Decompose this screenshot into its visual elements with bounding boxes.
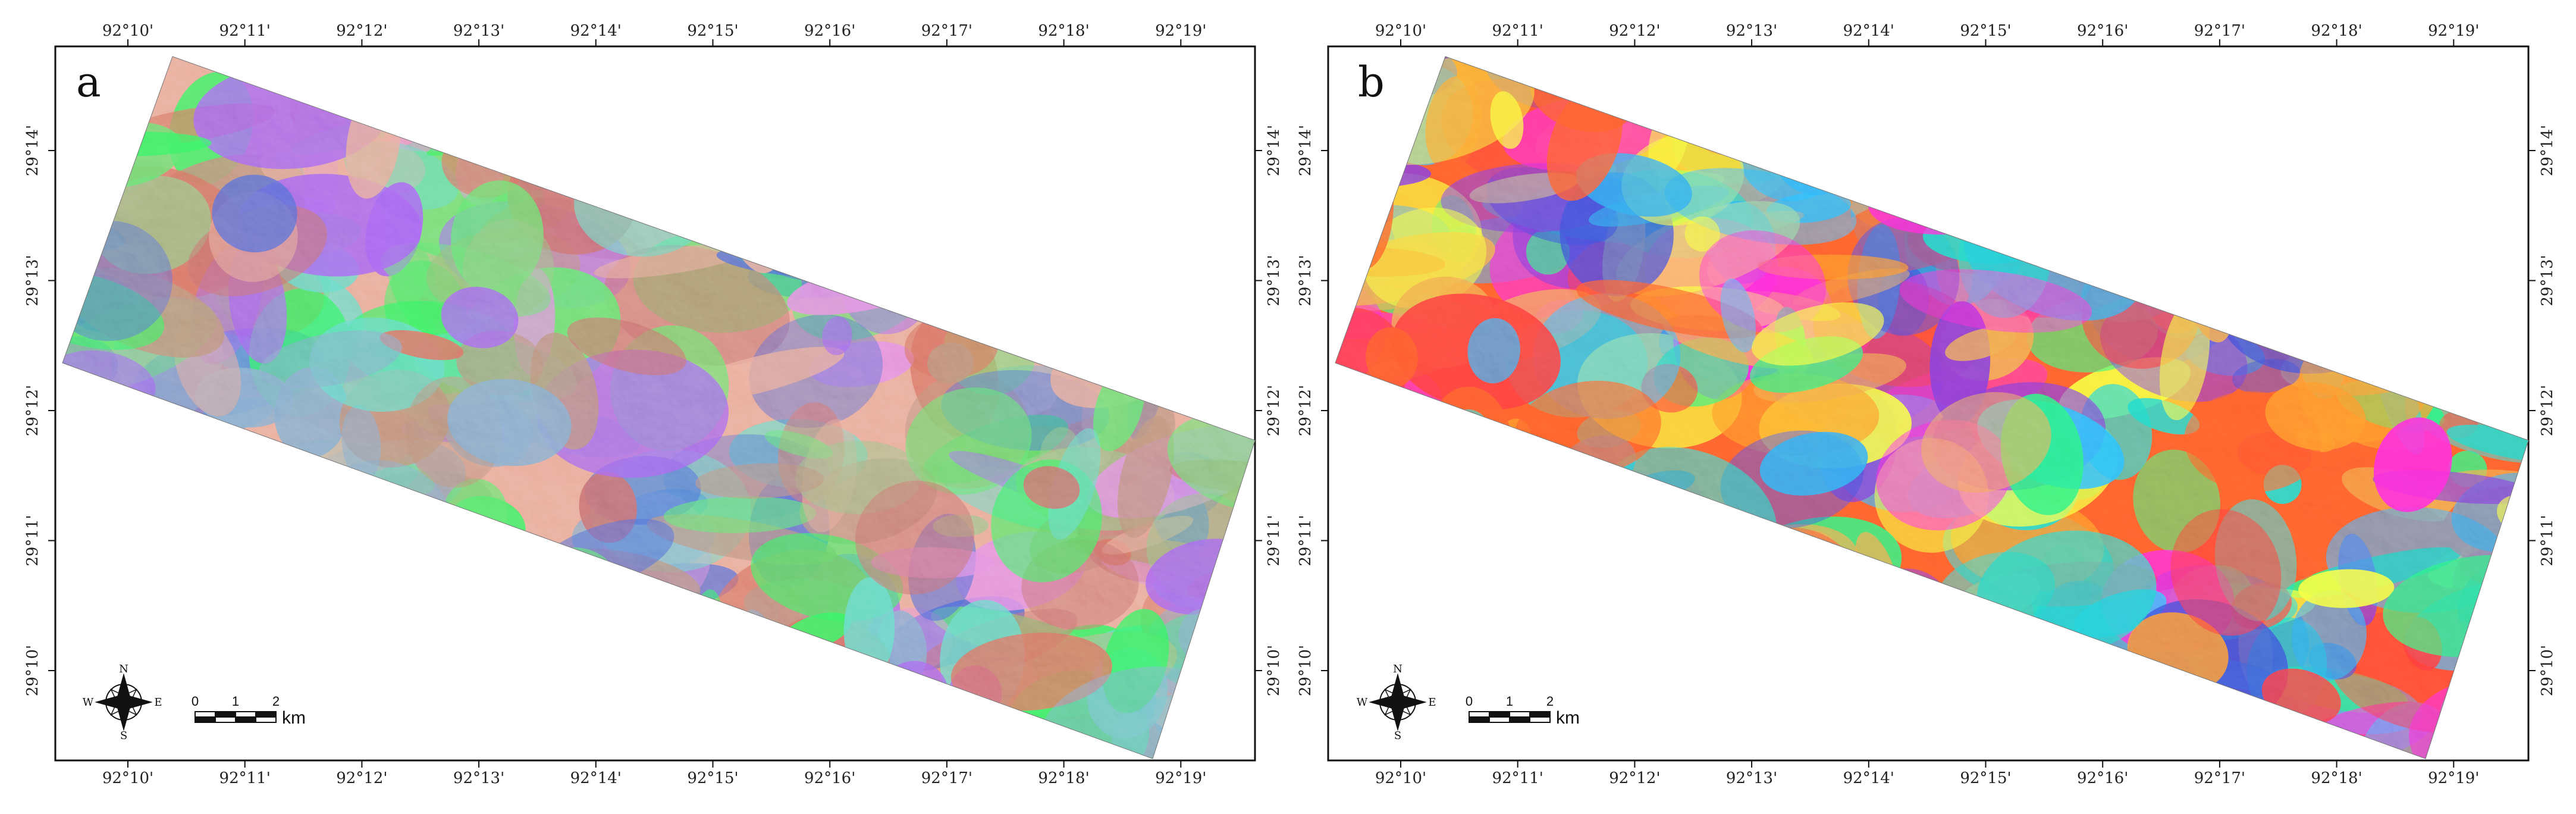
latitude-tick-label-left: 29°12' bbox=[1297, 385, 1314, 436]
longitude-tick-label-top: 92°16' bbox=[2077, 22, 2128, 40]
compass-letter-n: N bbox=[119, 663, 128, 675]
panel-b: b 92°10' 92°10' 92°11' 92°11' 92°12' 92°12' 92… bbox=[1297, 22, 2556, 787]
latitude-tick-label-left: 29°13' bbox=[1297, 255, 1314, 306]
longitude-tick-label-bottom: 92°13' bbox=[453, 769, 504, 787]
latitude-tick-label-left: 29°14' bbox=[24, 125, 42, 176]
scale-tick-label: 2 bbox=[272, 694, 280, 709]
north-arrow-compass-rose: N S E W bbox=[1357, 663, 1436, 742]
scale-tick-label: 2 bbox=[1546, 694, 1554, 709]
latitude-tick-label-left: 29°10' bbox=[24, 645, 42, 696]
latitude-tick-label-left: 29°11' bbox=[1297, 515, 1314, 566]
longitude-tick-label-bottom: 92°15' bbox=[687, 769, 738, 787]
image-strip-outline bbox=[62, 56, 1256, 759]
longitude-tick-label-top: 92°12' bbox=[1609, 22, 1660, 40]
longitude-tick-label-top: 92°11' bbox=[219, 22, 271, 40]
longitude-tick-label-top: 92°18' bbox=[1038, 22, 1089, 40]
longitude-tick-label-top: 92°13' bbox=[1726, 22, 1777, 40]
longitude-tick-label-bottom: 92°12' bbox=[336, 769, 387, 787]
latitude-tick-label-right: 29°11' bbox=[1265, 515, 1283, 566]
longitude-tick-label-bottom: 92°17' bbox=[2194, 769, 2245, 787]
scale-bar: 0 1 2km bbox=[192, 694, 306, 728]
longitude-tick-label-bottom: 92°16' bbox=[804, 769, 855, 787]
longitude-tick-label-top: 92°11' bbox=[1492, 22, 1543, 40]
scale-unit-label: km bbox=[282, 708, 306, 728]
longitude-tick-label-top: 92°10' bbox=[102, 22, 153, 40]
longitude-tick-label-bottom: 92°10' bbox=[102, 769, 153, 787]
latitude-tick-label-right: 29°10' bbox=[2539, 645, 2556, 696]
longitude-tick-label-top: 92°19' bbox=[1155, 22, 1206, 40]
longitude-tick-label-top: 92°17' bbox=[921, 22, 972, 40]
latitude-tick-label-right: 29°14' bbox=[2539, 125, 2556, 176]
longitude-tick-label-bottom: 92°17' bbox=[921, 769, 972, 787]
panel-a: a 92°10' 92°10' 92°11' 92°11' 92°12' 92°12' 92… bbox=[24, 22, 1283, 787]
latitude-tick-label-right: 29°10' bbox=[1265, 645, 1283, 696]
longitude-tick-label-bottom: 92°12' bbox=[1609, 769, 1660, 787]
latitude-tick-label-right: 29°11' bbox=[2539, 515, 2556, 566]
latitude-tick-label-right: 29°13' bbox=[1265, 255, 1283, 306]
longitude-tick-label-bottom: 92°18' bbox=[2311, 769, 2362, 787]
longitude-tick-label-bottom: 92°14' bbox=[1843, 769, 1894, 787]
longitude-tick-label-bottom: 92°15' bbox=[1960, 769, 2011, 787]
latitude-tick-label-right: 29°12' bbox=[1265, 385, 1283, 436]
longitude-tick-label-bottom: 92°13' bbox=[1726, 769, 1777, 787]
longitude-tick-label-top: 92°15' bbox=[1960, 22, 2011, 40]
longitude-tick-label-top: 92°13' bbox=[453, 22, 504, 40]
compass-letter-n: N bbox=[1393, 663, 1402, 675]
longitude-tick-label-top: 92°17' bbox=[2194, 22, 2245, 40]
longitude-tick-label-bottom: 92°19' bbox=[2428, 769, 2479, 787]
longitude-tick-label-bottom: 92°10' bbox=[1375, 769, 1426, 787]
longitude-tick-label-top: 92°15' bbox=[687, 22, 738, 40]
longitude-tick-label-bottom: 92°11' bbox=[219, 769, 271, 787]
scale-tick-label: 0 bbox=[1466, 694, 1473, 709]
compass-letter-s: S bbox=[1394, 730, 1401, 742]
longitude-tick-label-bottom: 92°18' bbox=[1038, 769, 1089, 787]
longitude-tick-label-top: 92°19' bbox=[2428, 22, 2479, 40]
latitude-tick-label-right: 29°12' bbox=[2539, 385, 2556, 436]
latitude-tick-label-right: 29°13' bbox=[2539, 255, 2556, 306]
panel-label: a bbox=[76, 58, 101, 107]
longitude-tick-label-top: 92°14' bbox=[1843, 22, 1894, 40]
longitude-tick-label-top: 92°10' bbox=[1375, 22, 1426, 40]
longitude-tick-label-bottom: 92°16' bbox=[2077, 769, 2128, 787]
image-strip-outline bbox=[1335, 56, 2529, 759]
compass-letter-e: E bbox=[154, 696, 162, 709]
latitude-tick-label-left: 29°11' bbox=[24, 515, 42, 566]
compass-letter-e: E bbox=[1428, 696, 1436, 709]
latitude-tick-label-left: 29°13' bbox=[24, 255, 42, 306]
north-arrow-compass-rose: N S E W bbox=[83, 663, 162, 742]
scale-tick-label: 1 bbox=[232, 694, 239, 709]
longitude-tick-label-top: 92°14' bbox=[570, 22, 622, 40]
longitude-tick-label-bottom: 92°11' bbox=[1492, 769, 1543, 787]
compass-letter-w: W bbox=[83, 696, 94, 709]
latitude-tick-label-left: 29°12' bbox=[24, 385, 42, 436]
compass-letter-w: W bbox=[1357, 696, 1368, 709]
scale-unit-label: km bbox=[1556, 708, 1580, 728]
latitude-tick-label-left: 29°14' bbox=[1297, 125, 1314, 176]
longitude-tick-label-top: 92°12' bbox=[336, 22, 387, 40]
scale-tick-label: 1 bbox=[1506, 694, 1513, 709]
latitude-tick-label-right: 29°14' bbox=[1265, 125, 1283, 176]
latitude-tick-label-left: 29°10' bbox=[1297, 645, 1314, 696]
compass-letter-s: S bbox=[120, 730, 127, 742]
scale-tick-label: 0 bbox=[192, 694, 199, 709]
scale-bar: 0 1 2km bbox=[1466, 694, 1580, 728]
longitude-tick-label-top: 92°18' bbox=[2311, 22, 2362, 40]
longitude-tick-label-bottom: 92°14' bbox=[570, 769, 622, 787]
longitude-tick-label-bottom: 92°19' bbox=[1155, 769, 1206, 787]
longitude-tick-label-top: 92°16' bbox=[804, 22, 855, 40]
panel-label: b bbox=[1358, 58, 1385, 107]
